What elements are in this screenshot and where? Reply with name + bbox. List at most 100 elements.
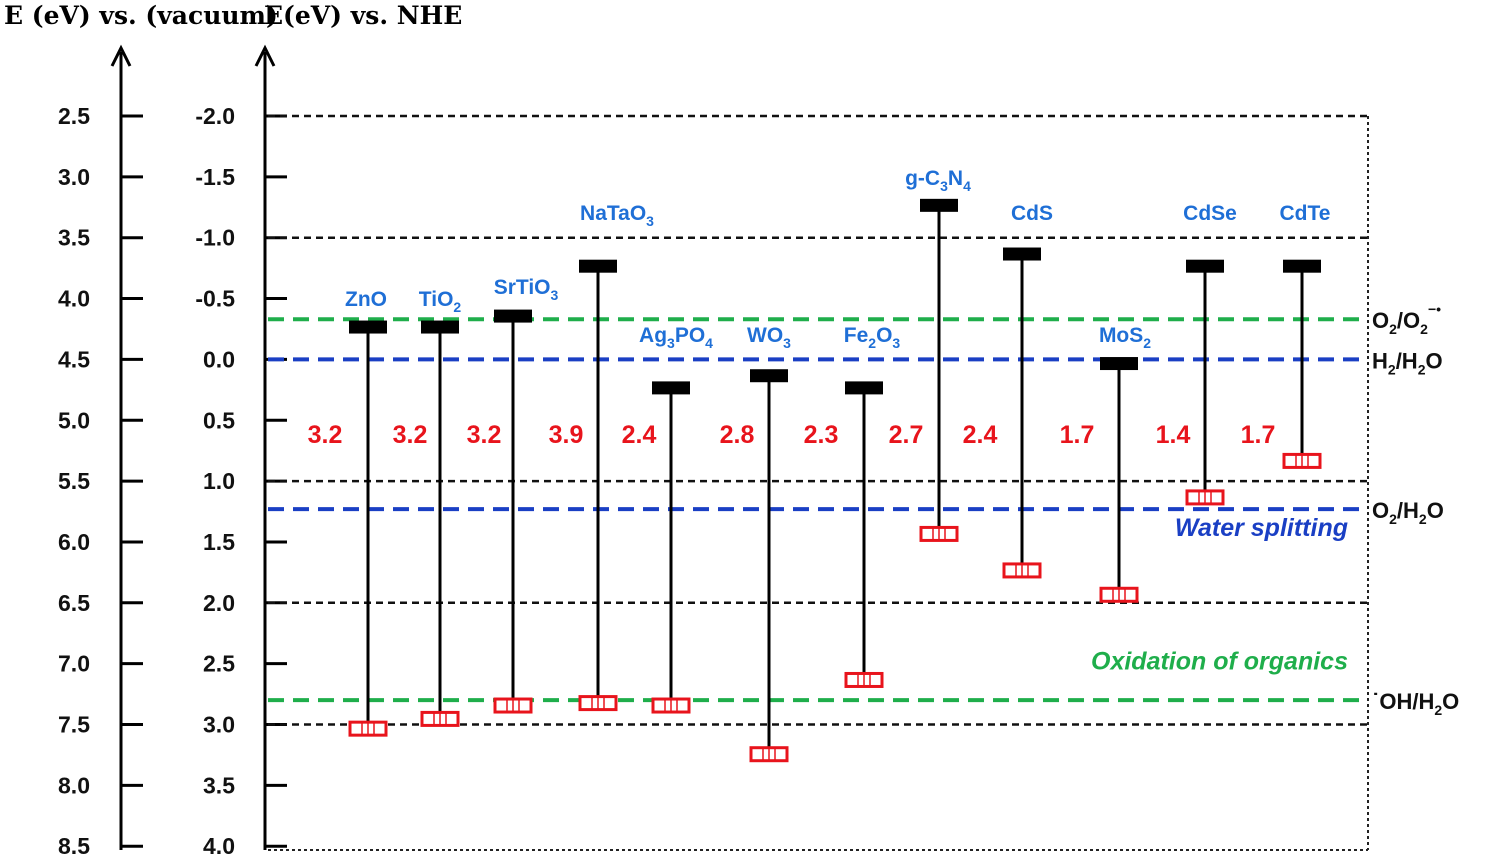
- conduction-band-marker: [494, 309, 532, 323]
- conduction-band-marker: [1186, 259, 1224, 273]
- redox-label: O2/H2O: [1372, 498, 1444, 527]
- conduction-band-marker: [349, 320, 387, 334]
- conduction-band-marker: [652, 381, 690, 395]
- bandgap-value: 1.7: [1241, 421, 1276, 449]
- region-label-water-splitting: Water splitting: [1175, 514, 1348, 542]
- valence-band-marker: [1002, 562, 1042, 579]
- valence-band-marker: [1185, 489, 1225, 506]
- axis-left-tick-label: 4.0: [58, 286, 90, 312]
- axis-right-tick-label: -2.0: [195, 103, 235, 129]
- conduction-band-marker: [1100, 357, 1138, 371]
- material-WO3: WO3: [747, 324, 791, 763]
- material-label: Ag3PO4: [639, 324, 713, 351]
- axis-right-tick-label: 0.0: [203, 346, 235, 372]
- material-Ag3PO4: Ag3PO4: [639, 324, 713, 714]
- reference-lines: [268, 114, 1368, 726]
- axis-left-tick-label: 6.5: [58, 590, 90, 616]
- bandgap-value: 1.4: [1156, 421, 1191, 449]
- material-TiO2: TiO2: [419, 288, 462, 727]
- annotation-layer: O2/O2−• H2/H2O O2/H2O ˙OH/H2O Water splittin…: [1091, 301, 1459, 718]
- valence-band-marker: [348, 720, 388, 737]
- valence-band-marker: [578, 695, 618, 712]
- material-label: SrTiO3: [494, 276, 559, 303]
- axis-right-title: E(eV) vs. NHE: [264, 1, 462, 30]
- bandgap-value: 2.8: [720, 421, 755, 449]
- bandgap-value: 1.7: [1060, 421, 1095, 449]
- axis-left-tick-label: 3.5: [58, 225, 90, 251]
- valence-band-marker: [1282, 452, 1322, 469]
- axis-right-tick-label: 4.0: [203, 833, 235, 859]
- axis-left-tick-label: 8.5: [58, 833, 90, 859]
- valence-band-marker: [844, 671, 884, 688]
- material-label: MoS2: [1099, 324, 1151, 351]
- material-CdTe: CdTe: [1280, 202, 1330, 469]
- conduction-band-marker: [1283, 259, 1321, 273]
- bandgap-value: 2.4: [622, 421, 657, 449]
- axis-left-tick-label: 4.5: [58, 346, 90, 372]
- bandgap-value: 3.2: [393, 421, 428, 449]
- material-ZnO: ZnO: [345, 288, 388, 737]
- axis-left-tick-label: 5.0: [58, 407, 90, 433]
- redox-label: O2/O2−•: [1372, 301, 1441, 337]
- bandgap-value: 2.7: [889, 421, 924, 449]
- axis-right-tick-label: 2.5: [203, 651, 235, 677]
- bandgap-value: 3.2: [308, 421, 343, 449]
- axis-left-arrow: [110, 44, 132, 67]
- axis-right-tick-label: 3.5: [203, 772, 235, 798]
- valence-band-marker: [749, 746, 789, 763]
- axis-right-tick-label: 2.0: [203, 590, 235, 616]
- axis-right-tick-label: 3.0: [203, 712, 235, 738]
- bandgap-labels: 3.2 3.2 3.2 3.9 2.4 2.8 2.3 2.7 2.4 1.7 1.4 1.7: [308, 421, 1276, 449]
- conduction-band-marker: [1003, 247, 1041, 261]
- valence-band-marker: [493, 697, 533, 714]
- material-CdSe: CdSe: [1183, 202, 1237, 506]
- valence-band-marker: [919, 525, 959, 542]
- axis-left-tick-label: 6.0: [58, 529, 90, 555]
- axis-left-title: E (eV) vs. (vacuum): [4, 1, 278, 30]
- bandgap-value: 2.3: [804, 421, 839, 449]
- material-NaTaO3: NaTaO3: [578, 202, 654, 712]
- material-label: CdS: [1011, 202, 1053, 225]
- material-g-C3N4: g-C3N4: [905, 167, 971, 542]
- axis-right-tick-label: -0.5: [195, 286, 235, 312]
- conduction-band-marker: [845, 381, 883, 395]
- axis-left-tick-label: 2.5: [58, 103, 90, 129]
- material-MoS2: MoS2: [1099, 324, 1151, 603]
- material-label: g-C3N4: [905, 167, 971, 194]
- valence-band-marker: [420, 710, 460, 727]
- bandgap-value: 2.4: [963, 421, 998, 449]
- axis-right-arrow: [254, 44, 276, 67]
- axes-layer: E (eV) vs. (vacuum)E(eV) vs. NHE 2.5 3.0 3.…: [4, 1, 462, 859]
- conduction-band-marker: [750, 369, 788, 383]
- axis-left-tick-label: 5.5: [58, 468, 90, 494]
- conduction-band-marker: [579, 259, 617, 273]
- material-label: Fe2O3: [844, 324, 901, 351]
- valence-band-marker: [651, 697, 691, 714]
- material-label: ZnO: [345, 288, 387, 311]
- material-label: TiO2: [419, 288, 462, 315]
- plot-frame: [268, 116, 1369, 851]
- material-label: WO3: [747, 324, 791, 351]
- bandgap-value: 3.2: [467, 421, 502, 449]
- axis-left-tick-label: 7.5: [58, 712, 90, 738]
- axis-right-tick-label: -1.0: [195, 225, 235, 251]
- axis-left-tick-label: 8.0: [58, 772, 90, 798]
- conduction-band-marker: [920, 198, 958, 212]
- axis-right-tick-label: 0.5: [203, 407, 235, 433]
- material-label: NaTaO3: [580, 202, 654, 229]
- redox-label: H2/H2O: [1372, 348, 1443, 377]
- bandgap-value: 3.9: [549, 421, 584, 449]
- axis-left-tick-label: 3.0: [58, 164, 90, 190]
- axis-left-tick-label: 7.0: [58, 651, 90, 677]
- redox-label: ˙OH/H2O: [1372, 689, 1459, 718]
- material-label: CdSe: [1183, 202, 1237, 225]
- material-Fe2O3: Fe2O3: [844, 324, 901, 688]
- valence-band-marker: [1099, 586, 1139, 603]
- axis-right-tick-label: -1.5: [195, 164, 235, 190]
- material-CdS: CdS: [1002, 202, 1053, 579]
- material-SrTiO3: SrTiO3: [493, 276, 559, 714]
- materials-layer: ZnO TiO2 SrTiO3 NaTaO3 Ag3PO4 WO3 Fe2O3 g-C3N4 C…: [345, 167, 1330, 763]
- conduction-band-marker: [421, 320, 459, 334]
- region-label-oxidation: Oxidation of organics: [1091, 648, 1348, 676]
